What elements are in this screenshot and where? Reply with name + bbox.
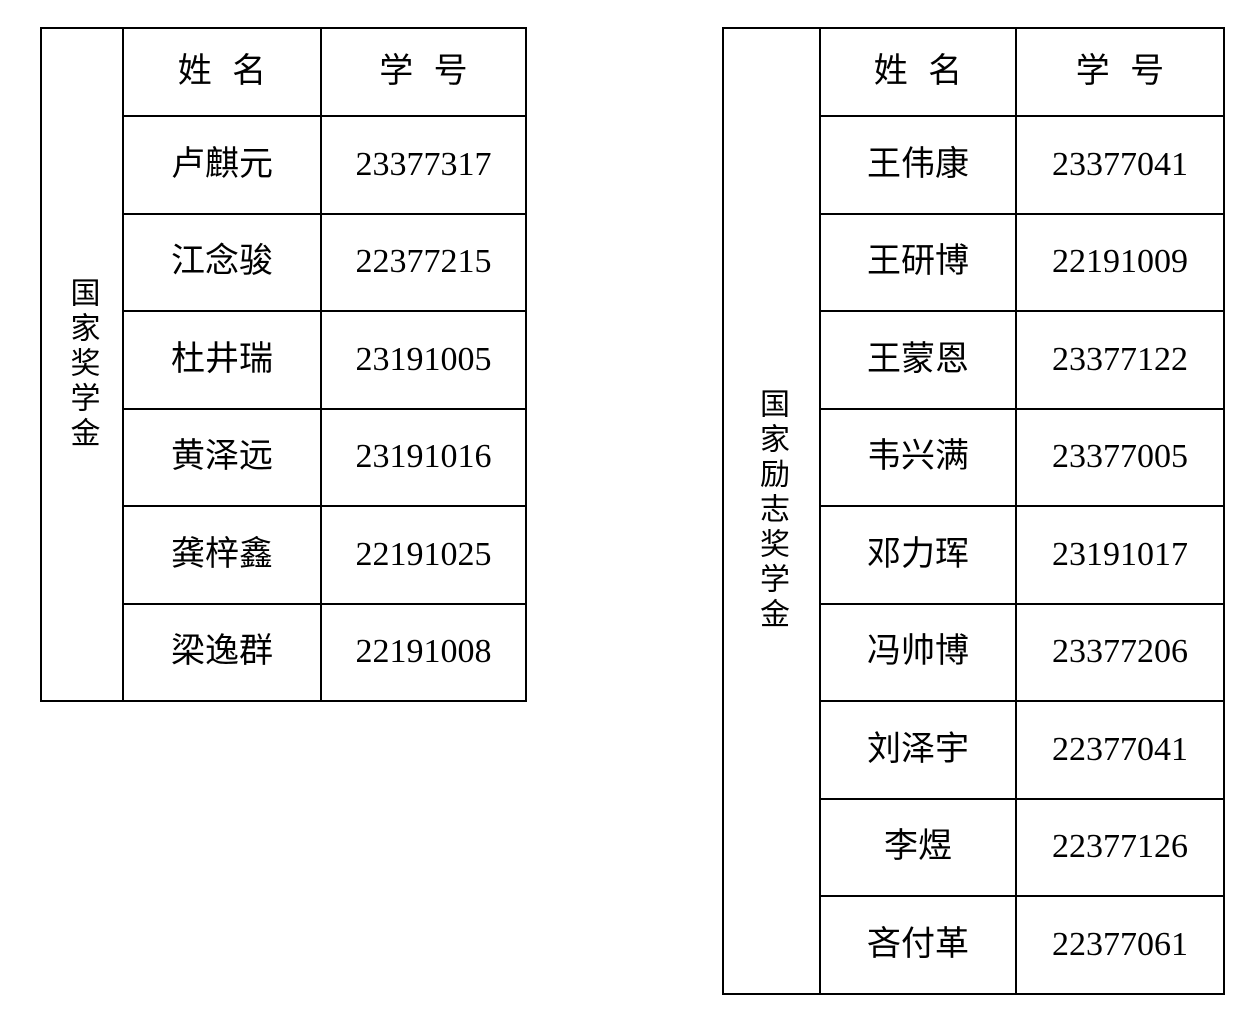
- student-name-cell: 龚梓鑫: [124, 507, 322, 603]
- student-id-cell: 22377126: [1052, 828, 1188, 866]
- category-cell: 国家奖学金: [42, 29, 124, 700]
- student-name-cell: 江念骏: [124, 214, 322, 310]
- national-encouragement-scholarship-table: 国家励志奖学金 姓名 学号 王伟康 23377041 王研博 22191009 王蒙恩 2…: [722, 27, 1225, 995]
- national-scholarship-table: 国家奖学金 姓名 学号 卢麒元 23377317 江念骏 22377215 杜井瑞 231…: [40, 27, 527, 702]
- student-id-cell: 22191009: [1052, 243, 1188, 281]
- student-id-cell: 23377122: [1052, 340, 1188, 378]
- student-id-cell: 22377061: [1052, 925, 1188, 963]
- name-column-header: 姓名: [124, 29, 322, 115]
- table-row: 梁逸群 22191008: [124, 602, 525, 700]
- student-id-cell: 22377041: [1052, 730, 1188, 768]
- table-row: 王蒙恩 23377122: [821, 310, 1223, 408]
- student-id-cell: 23191017: [1052, 535, 1188, 573]
- table-row: 龚梓鑫 22191025: [124, 505, 525, 603]
- table-row: 黄泽远 23191016: [124, 407, 525, 505]
- student-name-cell: 黄泽远: [124, 409, 322, 505]
- header-row: 姓名 学号: [821, 29, 1223, 115]
- name-column-header: 姓名: [821, 29, 1017, 115]
- student-id-cell: 22191008: [355, 633, 492, 671]
- table-row: 刘泽宇 22377041: [821, 700, 1223, 798]
- student-id-cell: 22191025: [355, 535, 492, 573]
- table-row: 冯帅博 23377206: [821, 602, 1223, 700]
- student-name-cell: 梁逸群: [124, 604, 322, 700]
- student-id-column-header: 学号: [379, 53, 489, 90]
- table-row: 江念骏 22377215: [124, 212, 525, 310]
- category-label: 国家励志奖学金: [755, 388, 788, 634]
- table-row: 韦兴满 23377005: [821, 407, 1223, 505]
- student-name-cell: 王伟康: [821, 117, 1017, 213]
- student-id-cell: 23377206: [1052, 633, 1188, 671]
- student-name-cell: 王蒙恩: [821, 312, 1017, 408]
- student-name-cell: 王研博: [821, 214, 1017, 310]
- student-name-cell: 吝付革: [821, 897, 1017, 993]
- student-name-cell: 韦兴满: [821, 409, 1017, 505]
- student-id-cell: 22377215: [355, 243, 492, 281]
- student-name-cell: 李煜: [821, 799, 1017, 895]
- table-row: 杜井瑞 23191005: [124, 310, 525, 408]
- category-label: 国家奖学金: [65, 277, 99, 452]
- student-name-cell: 刘泽宇: [821, 702, 1017, 798]
- table-row: 王研博 22191009: [821, 212, 1223, 310]
- student-id-column-header: 学号: [1075, 53, 1185, 90]
- student-name-cell: 冯帅博: [821, 604, 1017, 700]
- table-row: 王伟康 23377041: [821, 115, 1223, 213]
- student-id-cell: 23191016: [355, 438, 492, 476]
- table-row: 邓力珲 23191017: [821, 505, 1223, 603]
- table-row: 卢麒元 23377317: [124, 115, 525, 213]
- student-id-cell: 23377041: [1052, 145, 1188, 183]
- category-cell: 国家励志奖学金: [724, 29, 821, 993]
- table-row: 吝付革 22377061: [821, 895, 1223, 993]
- student-id-cell: 23191005: [355, 340, 492, 378]
- student-name-cell: 邓力珲: [821, 507, 1017, 603]
- student-id-cell: 23377005: [1052, 438, 1188, 476]
- student-name-cell: 卢麒元: [124, 117, 322, 213]
- header-row: 姓名 学号: [124, 29, 525, 115]
- table-row: 李煜 22377126: [821, 797, 1223, 895]
- student-name-cell: 杜井瑞: [124, 312, 322, 408]
- student-id-cell: 23377317: [355, 145, 492, 183]
